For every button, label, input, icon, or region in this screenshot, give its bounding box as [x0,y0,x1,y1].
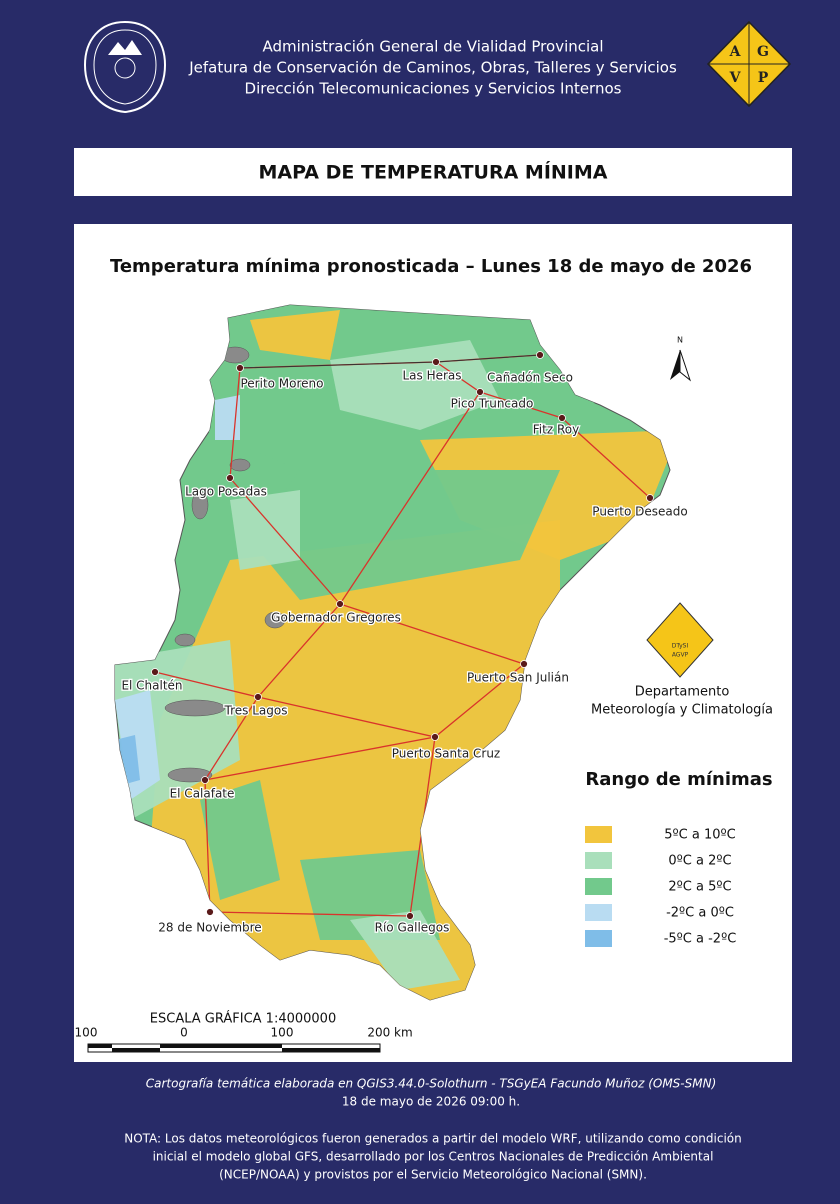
legend-label: 5ºC a 10ºC [664,828,735,843]
note: NOTA: Los datos meteorológicos fueron ge… [124,1132,742,1146]
header-line: Dirección Telecomunicaciones y Servicios… [245,80,622,98]
map: Perito Moreno Las Heras Cañadón Seco Pico T… [114,304,689,1001]
road [435,361,651,499]
province-shield [83,20,167,114]
legend-label: 2ºC a 5ºC [668,880,731,895]
logo-letter: G [757,44,769,60]
legend-swatch [585,904,612,921]
logo-letter: P [758,70,769,86]
road [339,391,481,605]
town-label: Río Gallegos [375,921,450,935]
temperature-zone [200,780,280,900]
scale-title: ESCALA GRÁFICA 1:4000000 [150,1011,336,1027]
road [339,603,525,665]
scale-bar [87,1043,381,1053]
note: (NCEP/NOAA) y provistos por el Servicio … [219,1168,647,1182]
town-label: Cañadón Seco [487,371,573,385]
lake [229,458,251,472]
road [229,367,241,479]
town-label: El Calafate [170,787,235,801]
legend: 5ºC a 10ºC 0ºC a 2ºC 2ºC a 5ºC -2ºC a 0ºC -5… [585,826,736,947]
temperature-zone [215,395,240,440]
town-label: Pico Truncado [451,397,534,411]
town-marker [254,693,262,701]
scale-label: 0 [180,1026,188,1040]
town-marker [151,668,159,676]
town-marker [226,474,234,482]
legend-label: -2ºC a 0ºC [666,906,734,921]
agvp-logo: A G V P [706,20,792,108]
town-marker [520,660,528,668]
header-line: Administración General de Vialidad Provi… [262,38,603,56]
town-marker [646,494,654,502]
north-label: N [677,336,683,345]
temperature-zone [250,310,340,360]
town-marker [336,600,344,608]
town-marker [476,388,484,396]
town-label: Fitz Roy [533,423,579,437]
map-title: Temperatura mínima pronosticada – Lunes … [110,256,752,277]
logo-letter: A [729,44,742,60]
lake [191,490,209,520]
legend-title: Rango de mínimas [585,769,772,790]
town-marker [536,351,544,359]
temperature-zone [250,470,560,600]
credits: 18 de mayo de 2026 09:00 h. [342,1095,520,1109]
lake [164,699,226,717]
town-label: Puerto San Julián [467,671,569,685]
town-marker [206,908,214,916]
town-marker [558,414,566,422]
header-line: Jefatura de Conservación de Caminos, Obr… [188,59,677,77]
lake [174,633,196,647]
town-marker [432,358,440,366]
town-label: Lago Posadas [185,485,267,499]
legend-swatch [585,826,612,843]
legend-swatch [585,878,612,895]
road [204,696,259,781]
department-name: Departamento [635,685,730,700]
town-label: Puerto Deseado [592,505,687,519]
town-marker [406,912,414,920]
town-label: Perito Moreno [240,377,323,391]
legend-swatch [585,930,612,947]
town-label: 28 de Noviembre [158,921,261,935]
temperature-zone [330,340,500,430]
page-title: MAPA DE TEMPERATURA MÍNIMA [259,161,608,184]
legend-label: 0ºC a 2ºC [668,854,731,869]
department-logo: DTySI AGVP [646,602,714,678]
scale-label: 200 km [367,1026,412,1040]
department-logo-text: AGVP [672,652,689,659]
credits: Cartografía temática elaborada en QGIS3.… [146,1077,717,1091]
road [204,736,436,781]
temperature-zone [350,910,460,990]
lake [264,611,286,629]
legend-label: -5ºC a -2ºC [664,932,737,947]
town-label: Gobernador Gregores [271,611,401,625]
scale-label: 100 [271,1026,294,1040]
temperature-zone [230,490,300,570]
town-label: Las Heras [402,369,461,383]
town-label: Tres Lagos [224,704,288,718]
town-marker [431,733,439,741]
town-label: El Chaltén [121,679,182,693]
logo-letter: V [729,70,742,86]
note: inicial el modelo global GFS, desarrolla… [153,1150,714,1164]
scale-label: 100 [75,1026,98,1040]
town-marker [201,776,209,784]
lake [167,767,213,783]
title-box [74,148,792,196]
road [229,477,341,605]
legend-swatch [585,852,612,869]
department-logo-text: DTySI [672,643,689,650]
department-name: Meteorología y Climatología [591,703,773,718]
north-arrow: N [670,336,692,382]
town-marker [236,364,244,372]
town-label: Puerto Santa Cruz [392,747,500,761]
